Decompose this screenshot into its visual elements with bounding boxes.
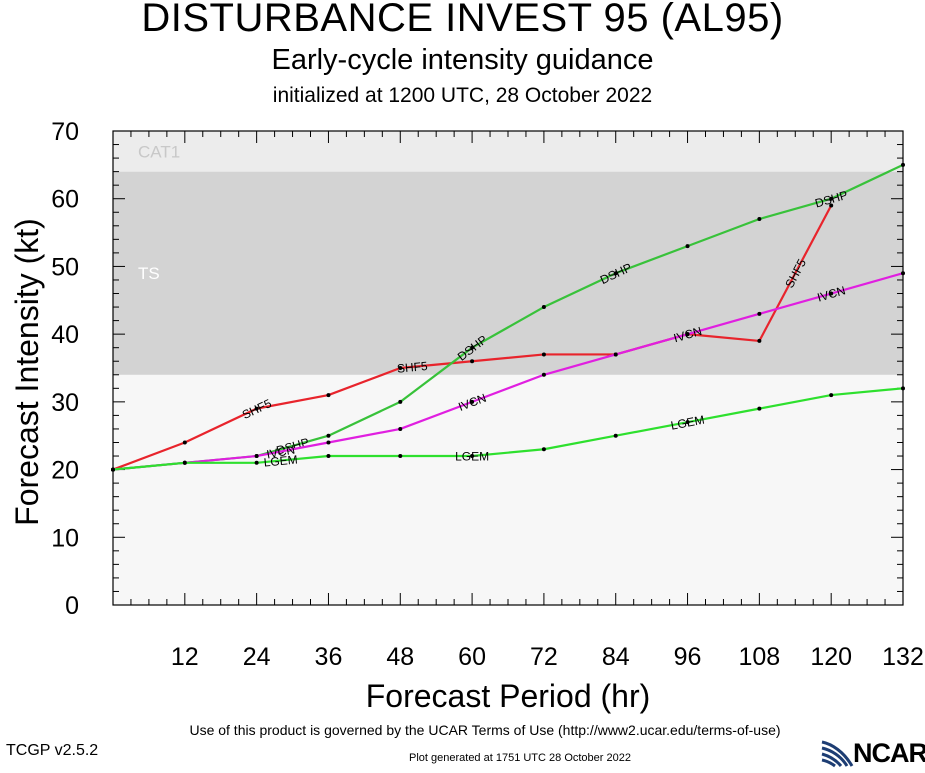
band-label-ts: TS [138, 264, 160, 283]
series-label-text: LGEM [263, 452, 298, 469]
band-cat1 [113, 131, 903, 172]
ncar-logo-text: NCAR [853, 738, 925, 768]
data-point-dshp [326, 433, 331, 438]
data-point-lgem [901, 386, 905, 391]
data-point-lgem [254, 460, 259, 465]
x-tick-label: 96 [674, 643, 702, 671]
data-point-shf5 [182, 440, 187, 445]
x-tick-label: 108 [739, 643, 781, 671]
x-tick-label: 48 [386, 643, 414, 671]
series-label-ivcn: IVCN [265, 442, 296, 461]
data-point-lgem [182, 460, 187, 465]
data-point-dshp [541, 305, 546, 310]
chart-subtitle: Early-cycle intensity guidance [271, 44, 654, 76]
data-point-ivcn [470, 399, 475, 404]
data-point-dshp [757, 217, 762, 222]
data-point-ivcn [541, 372, 546, 377]
series-label-lgem: LGEM [670, 413, 706, 433]
x-tick-label: 84 [602, 643, 630, 671]
y-tick-label: 50 [51, 253, 79, 281]
x-tick-label: 132 [882, 643, 924, 671]
data-point-ivcn [757, 311, 762, 316]
x-tick-label: 60 [458, 643, 486, 671]
data-point-shf5 [757, 338, 762, 343]
x-tick-label: 120 [810, 643, 852, 671]
y-tick-label: 30 [51, 389, 79, 417]
data-point-ivcn [254, 454, 259, 459]
y-tick-label: 60 [51, 186, 79, 214]
data-point-dshp [470, 345, 475, 350]
data-point-shf5 [326, 393, 331, 398]
series-label-text: LGEM [455, 450, 489, 464]
y-tick-label: 40 [51, 321, 79, 349]
data-point-dshp [613, 271, 618, 276]
data-point-ivcn [398, 426, 403, 431]
y-axis-label: Forecast Intensity (kt) [9, 218, 45, 526]
terms-of-use-notice: Use of this product is governed by the U… [189, 722, 781, 738]
data-point-ivcn [326, 440, 331, 445]
data-point-ivcn [685, 332, 690, 337]
x-tick-label: 72 [530, 643, 558, 671]
series-label-text: SHF5 [396, 359, 428, 376]
y-tick-label: 10 [51, 524, 79, 552]
ncar-logo: NCAR [820, 738, 925, 768]
y-tick-label: 20 [51, 457, 79, 485]
y-tick-label: 0 [65, 592, 79, 620]
y-tick-label: 70 [51, 118, 79, 146]
data-point-lgem [685, 420, 690, 425]
data-point-shf5 [829, 203, 834, 208]
data-point-ivcn [829, 291, 834, 296]
series-line-ivcn [112, 272, 904, 471]
data-point-ivcn [901, 271, 905, 276]
x-tick-label: 36 [315, 643, 343, 671]
data-point-shf5 [254, 406, 259, 411]
data-point-shf5 [470, 359, 475, 364]
data-point-lgem [757, 406, 762, 411]
series-label-lgem: LGEM [455, 450, 489, 464]
x-axis-label: Forecast Period (hr) [366, 678, 651, 714]
data-point-lgem [326, 454, 331, 459]
ncar-swoosh-icon [821, 740, 854, 768]
band-ts [113, 171, 903, 375]
data-point-lgem [613, 433, 618, 438]
x-tick-label: 24 [243, 643, 271, 671]
data-point-ivcn [613, 352, 618, 357]
data-point-dshp [685, 244, 690, 249]
data-point-lgem [111, 467, 115, 472]
band-label-cat1: CAT1 [138, 142, 180, 161]
data-point-shf5 [398, 366, 403, 370]
data-point-dshp [398, 399, 403, 404]
data-point-lgem [398, 454, 403, 459]
plot-generated-time: Plot generated at 1751 UTC 28 October 20… [409, 752, 631, 764]
data-point-lgem [829, 393, 834, 398]
data-point-dshp [901, 162, 905, 167]
data-point-lgem [541, 447, 546, 452]
series-label-text: IVCN [265, 442, 296, 461]
data-point-lgem [470, 454, 475, 459]
series-label-shf5: SHF5 [396, 359, 428, 376]
data-point-dshp [829, 196, 834, 201]
version-label: TCGP v2.5.2 [6, 742, 99, 759]
series-line-lgem [112, 387, 904, 471]
chart-title: DISTURBANCE INVEST 95 (AL95) [141, 0, 784, 40]
series-label-text: LGEM [670, 413, 706, 433]
x-tick-label: 12 [171, 643, 199, 671]
init-time: initialized at 1200 UTC, 28 October 2022 [272, 84, 653, 107]
data-point-shf5 [541, 352, 546, 357]
series-label-lgem: LGEM [263, 452, 298, 469]
